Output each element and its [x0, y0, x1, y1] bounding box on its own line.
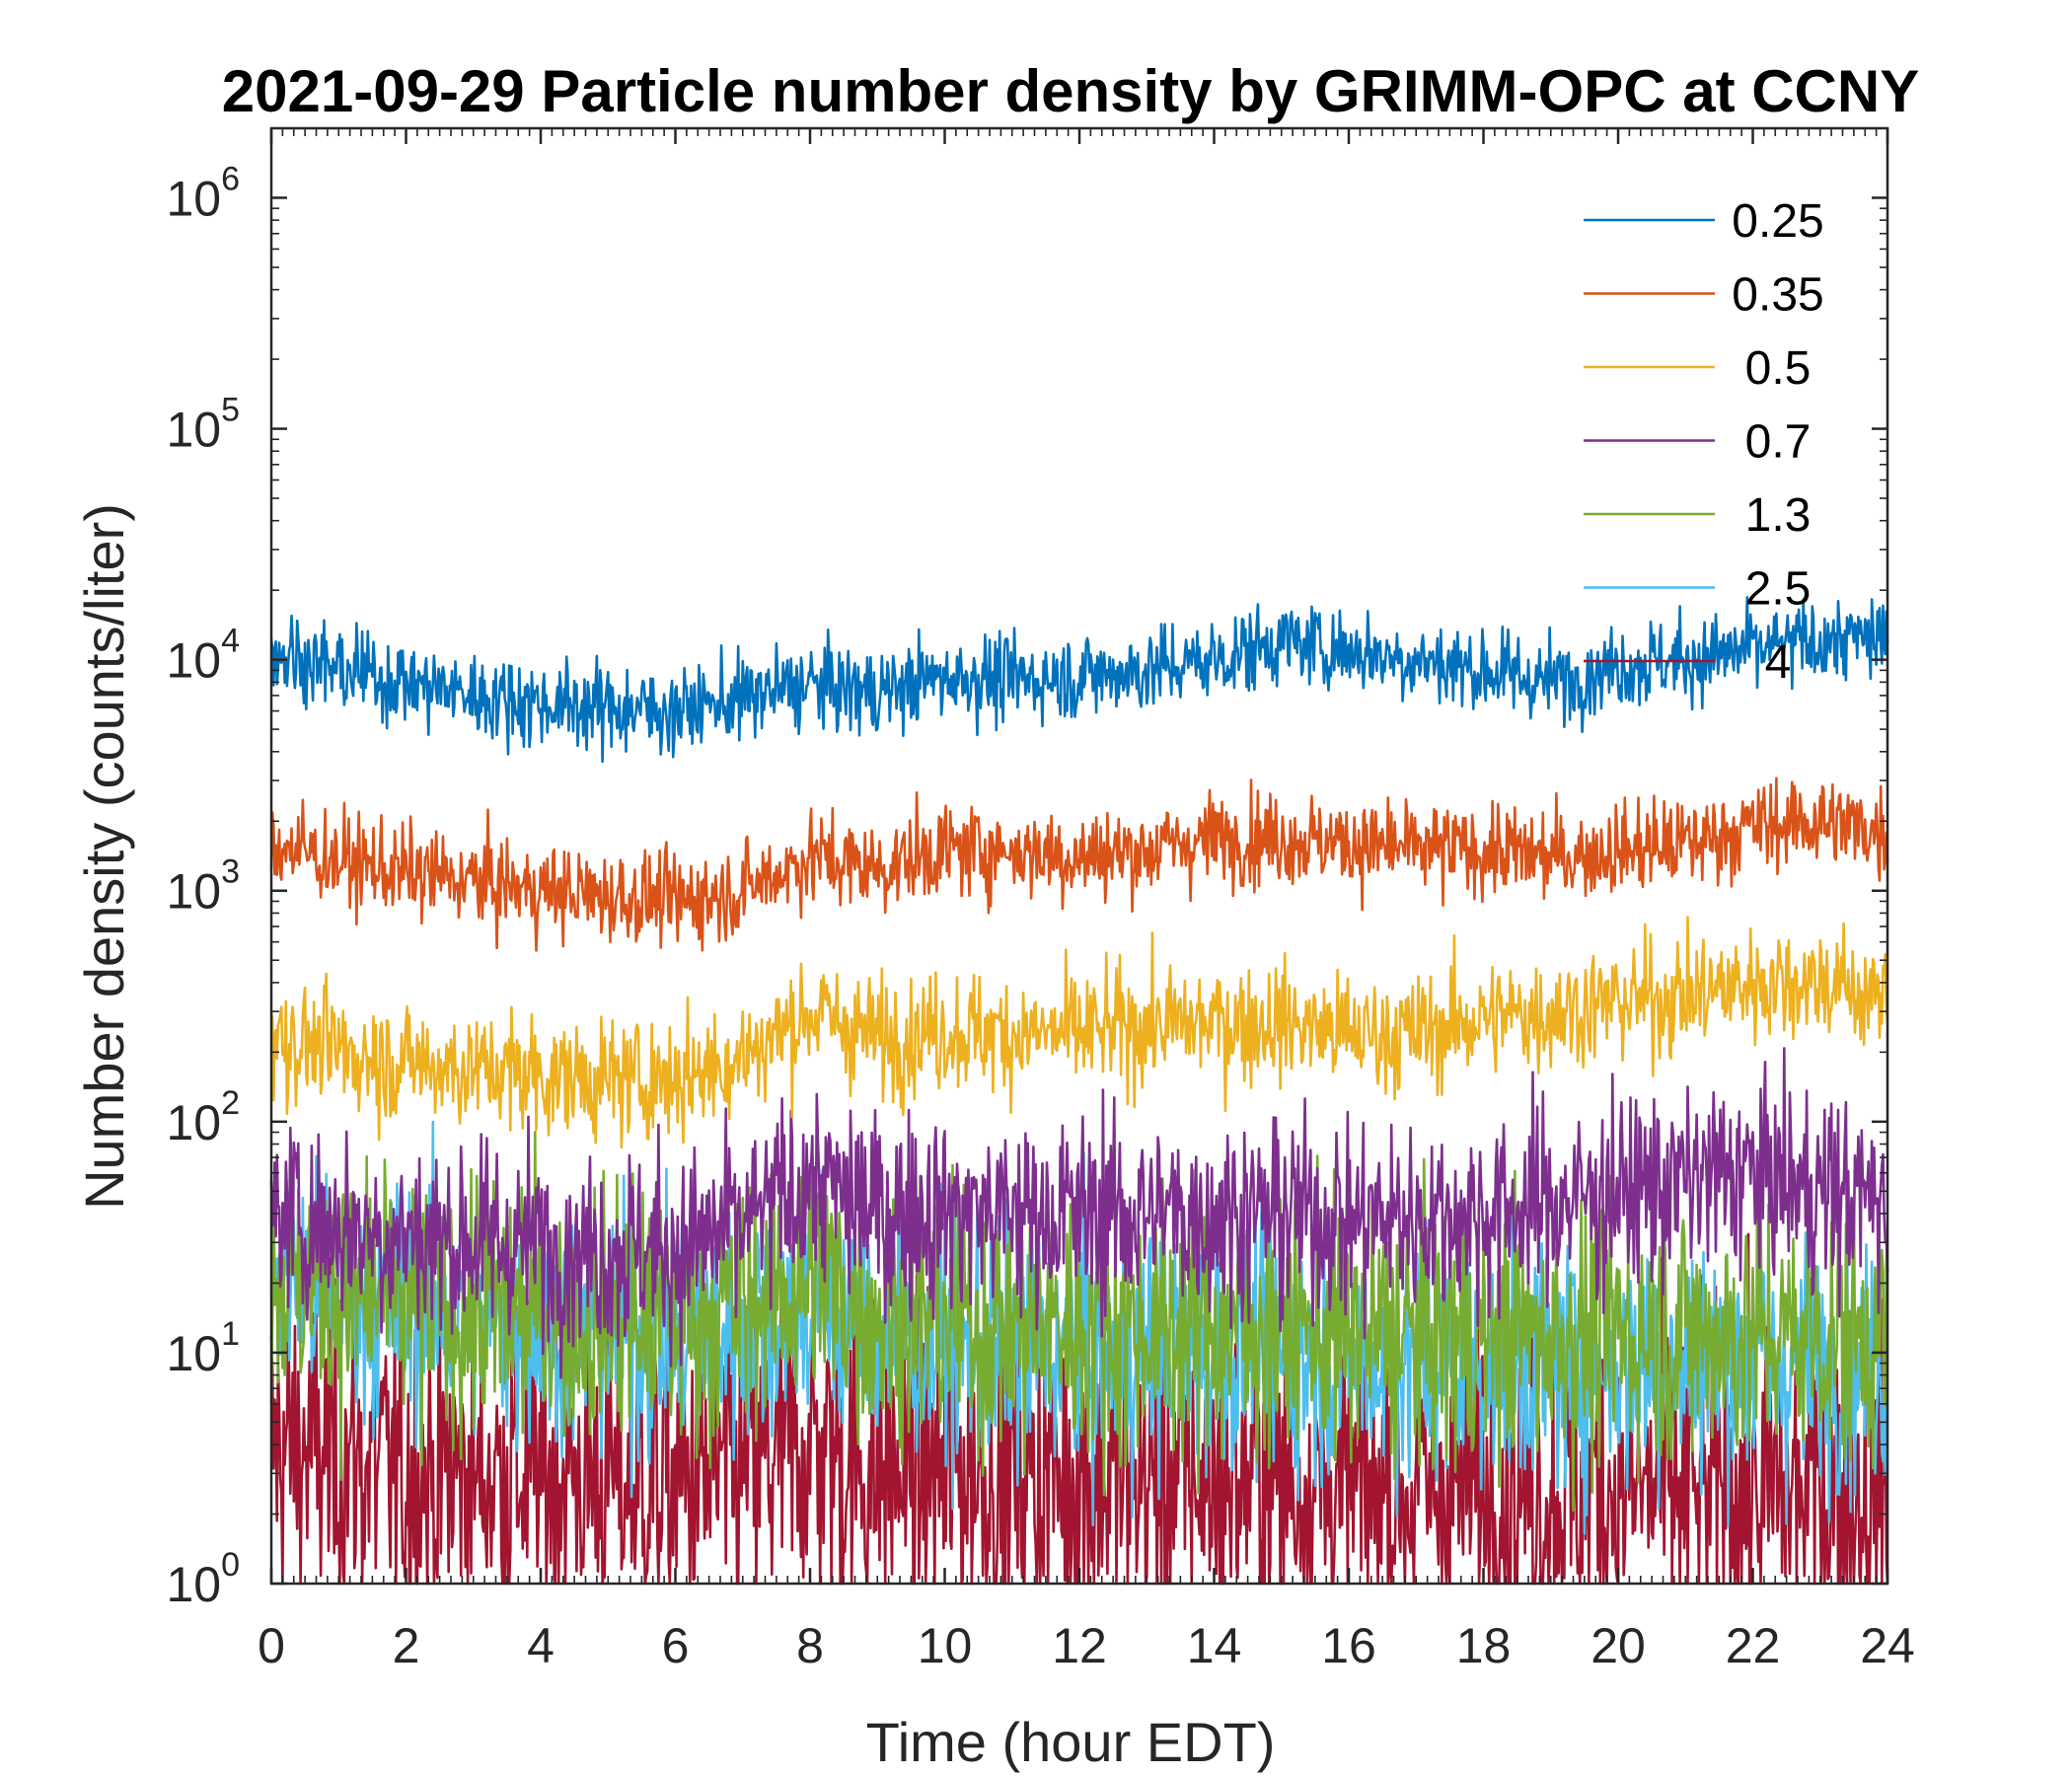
legend-label: 1.3	[1745, 489, 1812, 542]
y-tick-label: 106	[166, 160, 240, 226]
series-line-0-7	[269, 1047, 1889, 1379]
legend-label: 0.25	[1732, 195, 1823, 248]
legend-label: 0.5	[1745, 342, 1812, 395]
y-tick-label: 103	[166, 853, 240, 920]
x-tick-label: 2	[393, 1618, 420, 1673]
x-tick-label: 20	[1591, 1618, 1646, 1673]
legend: 0.25 0.35 0.5 0.7 1.3 2.5 4	[1584, 195, 1824, 689]
x-tick-label: 8	[796, 1618, 824, 1673]
legend-label: 0.7	[1745, 416, 1812, 469]
series-line-0-5	[269, 916, 1889, 1149]
x-tick-label: 10	[918, 1618, 973, 1673]
x-tick-label: 12	[1052, 1618, 1107, 1673]
series-line-0-25	[269, 596, 1889, 764]
x-tick-label: 4	[527, 1618, 555, 1673]
y-tick-label: 105	[166, 392, 240, 458]
series-line-0-35	[269, 777, 1889, 952]
chart-title: 2021-09-29 Particle number density by GR…	[222, 58, 1920, 124]
y-tick-label: 104	[166, 623, 240, 689]
x-axis-label: Time (hour EDT)	[866, 1711, 1276, 1773]
x-tick-label: 0	[258, 1618, 285, 1673]
y-axis-label: Number density (counts/liter)	[73, 503, 135, 1210]
x-tick-label: 24	[1860, 1618, 1915, 1673]
y-tick-label: 102	[166, 1084, 240, 1150]
y-tick-label: 100	[166, 1546, 240, 1612]
y-tick-label: 101	[166, 1315, 240, 1381]
legend-label: 0.35	[1732, 269, 1823, 322]
x-tick-label: 22	[1726, 1618, 1781, 1673]
x-tick-label: 16	[1321, 1618, 1376, 1673]
x-tick-label: 18	[1456, 1618, 1512, 1673]
series-line-1-3	[269, 1131, 1889, 1513]
legend-label: 4	[1765, 636, 1792, 689]
series-layer	[269, 596, 1889, 1586]
x-tick-label: 14	[1187, 1618, 1242, 1673]
legend-label: 2.5	[1745, 563, 1812, 616]
x-tick-label: 6	[662, 1618, 690, 1673]
axes-layer: 0 2 4 6 8 10 12 14 16 18 20 22 241001011021031041051…	[166, 126, 1915, 1673]
